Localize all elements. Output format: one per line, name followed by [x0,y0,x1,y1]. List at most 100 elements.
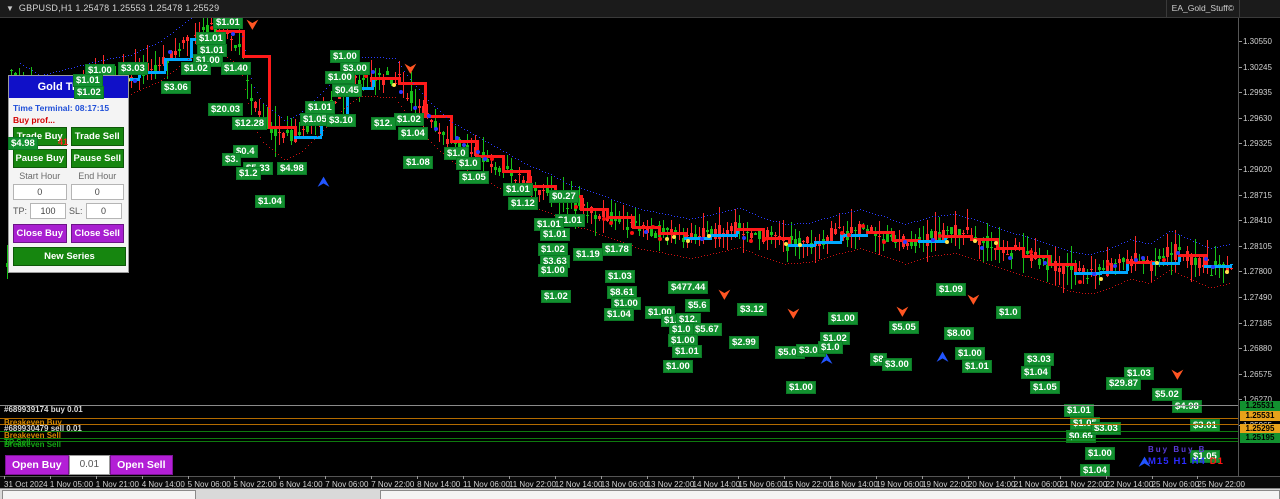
trade-entry-dot [371,70,375,75]
timeframe-row[interactable]: M15 H1 H4 D1 [1148,456,1228,467]
channel-dot [818,259,819,261]
trend-ribbon-segment [1152,262,1180,266]
profit-label: $1.05 [1190,450,1220,463]
sl-input[interactable]: 0 [85,203,122,219]
channel-dot [473,133,474,135]
channel-dot [278,154,279,156]
timeframe-h1[interactable]: H1 [1173,456,1188,467]
close-sell-button[interactable]: Close Sell [70,224,124,243]
profit-label: $1.00 [955,347,985,360]
channel-dot [50,72,51,74]
channel-dot [554,215,555,217]
channel-dot [389,97,390,98]
timeframe-m15[interactable]: M15 [1148,456,1170,467]
channel-dot [1076,252,1077,254]
channel-dot [179,66,180,68]
channel-dot [623,202,624,204]
channel-dot [437,147,438,149]
channel-dot [515,157,516,159]
channel-dot [761,256,762,258]
price-tick: 1.27800 [1239,267,1272,277]
channel-dot [380,57,381,59]
price-tick: 1.29020 [1239,165,1272,174]
channel-dot [1010,231,1011,233]
channel-dot [1115,285,1116,287]
profit-label: $1.04 [1080,464,1110,476]
trend-ribbon-step [528,169,531,185]
profit-label: $3.00 [882,358,912,371]
trade-entry-dot [574,205,578,210]
channel-dot [758,215,759,217]
order-line-label: Breakeven Sell [4,440,61,449]
start-hour-input[interactable]: 0 [13,184,67,200]
channel-dot [815,221,816,223]
channel-dot [815,260,816,262]
end-hour-input[interactable]: 0 [70,184,124,200]
profit-label: $1.02 [538,243,568,256]
channel-dot [686,257,687,259]
channel-dot [1217,286,1218,288]
channel-dot [1148,243,1149,245]
channel-dot [260,98,261,100]
buy-arrow-icon: ⮝ [821,351,833,366]
lot-size-input[interactable]: 0.01 [68,455,111,475]
channel-dot [1121,282,1122,284]
channel-dot [812,222,813,224]
open-order-bar[interactable]: Open Buy 0.01 Open Sell [5,455,173,475]
profit-label: $0.69 [1066,430,1096,443]
channel-dot [1166,232,1167,234]
channel-dot [410,79,411,81]
open-sell-button[interactable]: Open Sell [110,455,173,475]
ea-control-panel[interactable]: Gold Trader Time Terminal: 08:17:15 Buy … [8,75,129,273]
chart-menu-caret-icon[interactable]: ▼ [6,4,14,13]
channel-dot [1229,283,1230,285]
price-tick: 1.27185 [1239,318,1272,328]
order-line-label: #689939174 buy 0.01 [4,405,83,414]
horizontal-scrollbar[interactable] [0,488,1280,499]
channel-dot [1028,237,1029,239]
channel-dot [1223,284,1224,286]
close-buy-button[interactable]: Close Buy [13,224,67,243]
channel-dot [497,147,498,149]
channel-dot [923,258,924,260]
channel-dot [500,188,501,190]
channel-dot [632,245,633,247]
channel-dot [995,226,996,228]
chart-plot-area[interactable]: ⮟ ⮟ ⮟ ⮟ ⮟ ⮟ ⮟ ⮝ ⮝ ⮝ ⮝ $1.01 $1.01 $1.01 $1.00 $1.00 $3.… [0,17,1238,476]
trade-sell-button[interactable]: Trade Sell [70,127,124,146]
channel-dot [1094,292,1095,294]
price-axis[interactable]: 1.30550 1.30245 1.29935 1.29630 1.29325 1.290… [1238,17,1280,476]
timeframe-d1[interactable]: D1 [1209,456,1224,467]
timeframe-h4[interactable]: H4 [1191,456,1206,467]
channel-dot [791,263,792,265]
trade-buy-button[interactable]: Trade Buy [13,127,67,146]
scrollbar-thumb-left[interactable] [2,490,196,499]
trade-entry-dot [231,32,235,37]
end-hour-label: End Hour [78,171,117,181]
timeframe-switcher[interactable]: Buy Buy B M15 H1 H4 D1 [1148,445,1228,467]
channel-dot [692,218,693,220]
open-buy-button[interactable]: Open Buy [5,455,69,475]
trend-ribbon-segment [1048,262,1076,266]
channel-dot [419,89,420,91]
new-series-button[interactable]: New Series [13,247,126,266]
channel-dot [983,222,984,224]
channel-dot [758,255,759,257]
trade-entry-dot [483,157,487,162]
channel-dot [848,211,849,213]
channel-dot [80,65,81,67]
price-tick: 1.26270 [1239,395,1272,405]
channel-dot [1190,239,1191,241]
scrollbar-thumb-main[interactable] [380,490,1280,499]
channel-dot [602,234,603,236]
channel-dot [644,209,645,211]
channel-dot [431,102,432,104]
pause-buy-button[interactable]: Pause Buy [13,149,67,168]
tp-input[interactable]: 100 [30,203,67,219]
trade-entry-dot [861,224,865,229]
channel-dot [1172,270,1173,272]
trade-entry-dot [168,49,172,54]
pause-sell-button[interactable]: Pause Sell [70,149,124,168]
channel-dot [977,259,978,261]
channel-dot [1055,245,1056,247]
